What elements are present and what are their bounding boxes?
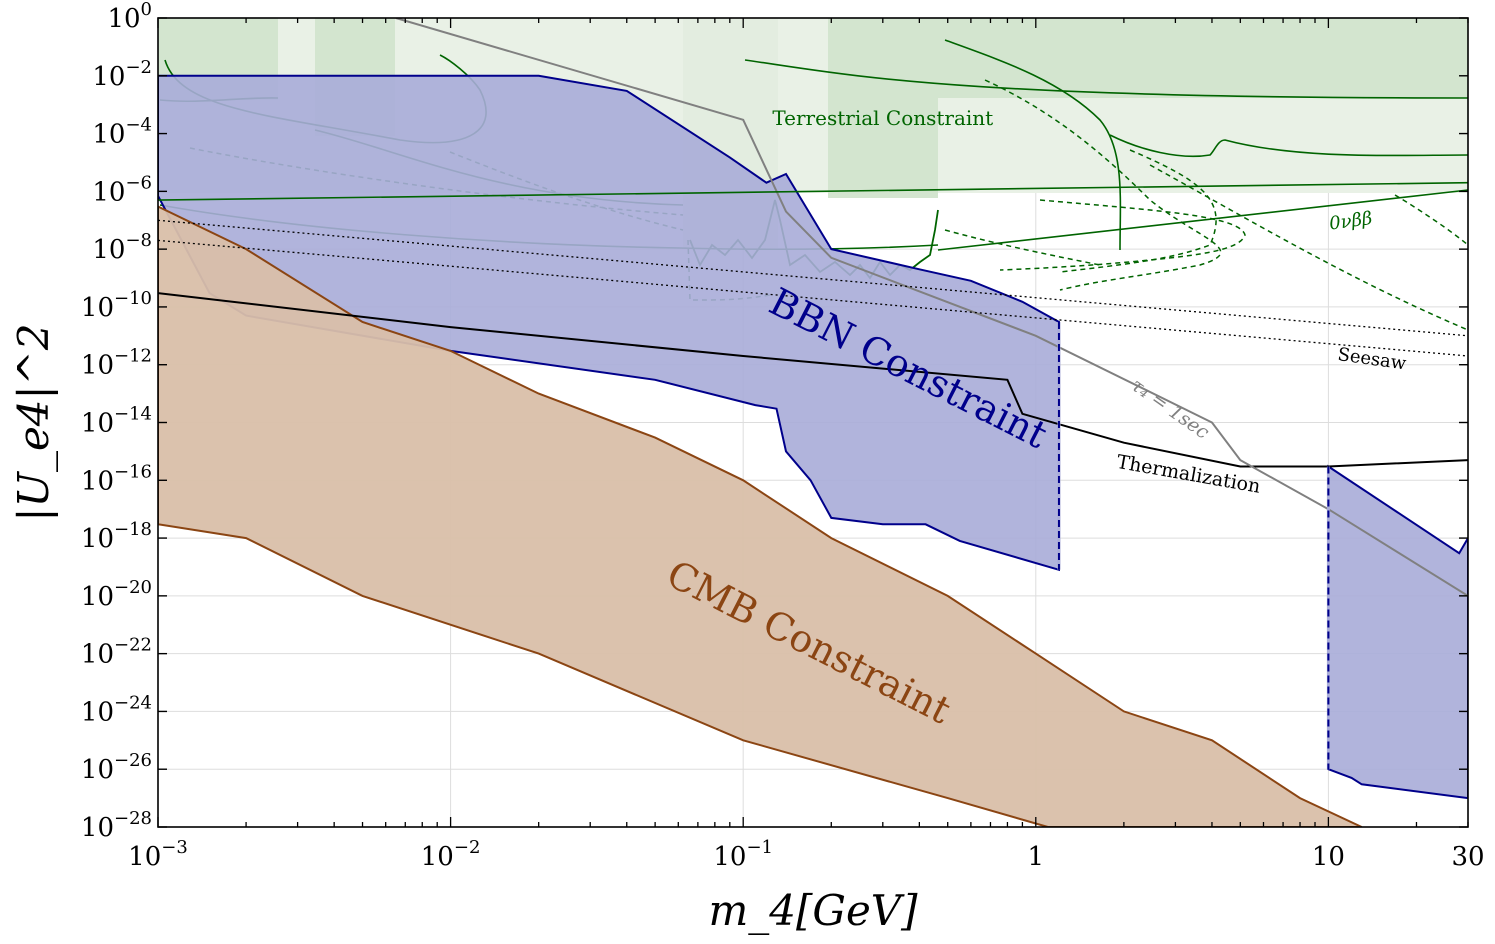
y-tick-label: 10−16	[81, 461, 152, 496]
y-tick-label: 10−18	[81, 519, 152, 554]
y-tick-label: 100	[107, 0, 152, 34]
y-tick-label: 10−20	[81, 577, 152, 612]
region-bbn-constraint	[158, 74, 1060, 572]
axis-titles: m_4[GeV] |U_e4|^2	[9, 323, 918, 935]
constraint-regions	[158, 74, 1468, 827]
x-tick-label: 10−1	[713, 837, 773, 872]
line-seesaw-upper	[158, 219, 1468, 337]
y-tick-label: 10−12	[81, 346, 152, 381]
region-bbn-constraint-high-mass	[1327, 464, 1468, 800]
line-tau-4-1-sec	[395, 18, 1468, 597]
region-dashed-edges	[1057, 322, 1330, 770]
y-tick-label: 10−8	[92, 230, 152, 265]
y-axis-title: |U_e4|^2	[9, 323, 58, 521]
x-tick-labels: 10−3 10−2 10−1 1 10 30	[128, 837, 1484, 872]
line-0vbb	[158, 181, 1468, 201]
y-tick-label: 10−14	[81, 404, 152, 439]
y-tick-labels: 100 10−2 10−4 10−6 10−8 10−10 10−12 10−14 10−16 1…	[81, 0, 152, 843]
region-cmb-constraint	[158, 205, 1363, 827]
model-lines	[158, 18, 1468, 597]
y-tick-label: 10−26	[81, 750, 152, 785]
y-tick-label: 10−2	[92, 57, 152, 92]
y-tick-label: 10−4	[92, 115, 152, 150]
annotation-terrestrial-constraint: Terrestrial Constraint	[772, 106, 993, 130]
line-thermalization	[158, 292, 1468, 468]
x-axis-title: m_4[GeV]	[708, 886, 918, 935]
y-tick-label: 10−24	[81, 692, 152, 727]
y-tick-label: 10−28	[81, 808, 152, 843]
line-seesaw-lower	[158, 239, 1468, 357]
x-tick-label: 10	[1312, 842, 1345, 872]
y-tick-label: 10−22	[81, 635, 152, 670]
y-tick-label: 10−10	[81, 288, 152, 323]
x-tick-label: 10−3	[128, 837, 188, 872]
y-tick-label: 10−6	[92, 172, 152, 207]
axis-ticks	[157, 17, 1469, 828]
x-tick-label: 1	[1028, 842, 1045, 872]
x-tick-label: 10−2	[421, 837, 481, 872]
x-tick-label: 30	[1451, 842, 1484, 872]
